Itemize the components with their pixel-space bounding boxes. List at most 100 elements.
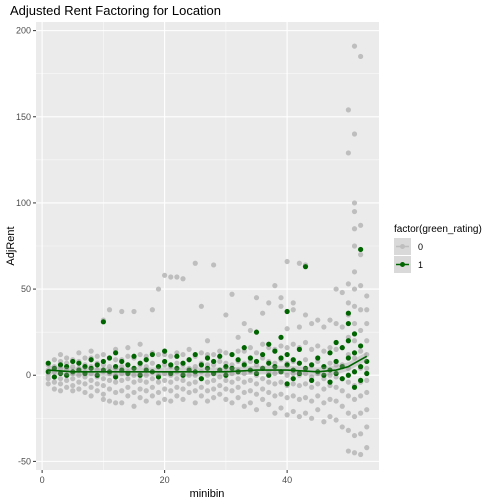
data-point-series-0 bbox=[358, 348, 364, 354]
data-point-series-0 bbox=[327, 413, 333, 420]
data-point-series-0 bbox=[186, 389, 192, 396]
data-point-series-1 bbox=[119, 358, 125, 365]
data-point-series-0 bbox=[351, 450, 358, 456]
data-point-series-1 bbox=[174, 353, 180, 359]
data-point-series-0 bbox=[327, 360, 333, 366]
data-point-series-0 bbox=[143, 398, 149, 404]
data-point-series-0 bbox=[51, 386, 57, 392]
data-point-series-1 bbox=[235, 357, 241, 363]
data-point-series-1 bbox=[345, 320, 351, 327]
data-point-series-0 bbox=[235, 384, 241, 390]
data-point-series-0 bbox=[125, 345, 131, 351]
data-point-series-0 bbox=[229, 388, 235, 394]
data-point-series-0 bbox=[278, 379, 284, 385]
data-point-series-0 bbox=[333, 286, 339, 292]
data-point-series-1 bbox=[204, 355, 211, 361]
data-point-series-1 bbox=[229, 365, 235, 371]
data-point-series-0 bbox=[100, 382, 106, 389]
data-point-series-0 bbox=[327, 345, 333, 351]
data-point-series-0 bbox=[155, 389, 162, 396]
data-point-series-0 bbox=[223, 377, 229, 383]
y-tick-label: 100 bbox=[16, 198, 31, 208]
data-point-series-0 bbox=[260, 386, 266, 392]
data-point-series-0 bbox=[88, 384, 94, 390]
legend: factor(green_rating) 0 1 bbox=[394, 224, 482, 273]
data-point-series-0 bbox=[351, 43, 358, 49]
data-point-series-0 bbox=[192, 400, 198, 406]
data-point-series-1 bbox=[192, 351, 198, 358]
data-point-series-1 bbox=[266, 372, 272, 378]
data-point-series-0 bbox=[321, 419, 327, 425]
data-point-series-0 bbox=[119, 400, 125, 406]
data-point-series-0 bbox=[119, 308, 125, 315]
data-point-series-0 bbox=[186, 346, 192, 352]
data-point-series-0 bbox=[247, 377, 253, 383]
data-point-series-0 bbox=[100, 396, 106, 402]
data-point-series-0 bbox=[198, 393, 204, 399]
data-point-series-0 bbox=[321, 400, 327, 406]
data-point-series-0 bbox=[100, 376, 106, 382]
data-point-series-0 bbox=[253, 350, 260, 356]
data-point-series-1 bbox=[57, 362, 64, 368]
data-point-series-1 bbox=[155, 364, 162, 370]
data-point-series-0 bbox=[327, 317, 333, 323]
data-point-series-0 bbox=[358, 222, 364, 228]
data-point-series-0 bbox=[186, 372, 192, 378]
data-point-series-0 bbox=[217, 391, 223, 397]
data-point-series-1 bbox=[284, 351, 290, 358]
data-point-series-1 bbox=[345, 338, 351, 344]
data-point-series-0 bbox=[198, 303, 204, 309]
data-point-series-0 bbox=[64, 384, 70, 390]
data-point-series-1 bbox=[272, 364, 278, 370]
data-point-series-1 bbox=[333, 370, 339, 377]
smooth-line-series-1 bbox=[48, 355, 368, 373]
data-point-series-1 bbox=[155, 374, 162, 380]
data-point-series-0 bbox=[76, 379, 82, 385]
data-point-series-1 bbox=[345, 355, 351, 361]
data-point-series-0 bbox=[302, 381, 309, 387]
data-point-series-0 bbox=[364, 424, 370, 430]
data-point-series-1 bbox=[309, 362, 315, 368]
data-point-series-1 bbox=[94, 362, 100, 368]
data-point-series-0 bbox=[284, 412, 290, 418]
data-point-series-0 bbox=[198, 350, 204, 356]
x-axis-title: minibin bbox=[190, 488, 225, 500]
data-point-series-1 bbox=[358, 246, 364, 253]
data-point-series-0 bbox=[113, 389, 119, 396]
data-point-series-0 bbox=[266, 401, 272, 408]
data-point-series-0 bbox=[70, 364, 76, 370]
data-point-series-0 bbox=[345, 300, 351, 306]
data-point-series-1 bbox=[100, 358, 106, 365]
data-point-series-0 bbox=[290, 307, 296, 313]
data-point-series-0 bbox=[284, 395, 290, 401]
data-point-series-1 bbox=[223, 372, 229, 378]
data-point-series-0 bbox=[327, 396, 333, 402]
data-point-series-1 bbox=[180, 372, 186, 378]
data-point-series-0 bbox=[180, 386, 186, 392]
data-point-series-0 bbox=[235, 334, 241, 340]
data-point-series-0 bbox=[100, 351, 106, 358]
x-tick-label: 20 bbox=[160, 475, 170, 485]
data-point-series-0 bbox=[64, 377, 70, 383]
data-point-series-1 bbox=[113, 374, 119, 380]
data-point-series-0 bbox=[143, 388, 149, 394]
data-point-series-0 bbox=[180, 351, 186, 358]
data-point-series-0 bbox=[88, 377, 94, 383]
data-point-series-0 bbox=[119, 388, 125, 394]
data-point-series-1 bbox=[51, 374, 57, 380]
data-point-series-0 bbox=[315, 317, 321, 323]
data-point-series-0 bbox=[351, 208, 358, 215]
data-point-series-0 bbox=[217, 382, 223, 389]
data-point-series-1 bbox=[64, 364, 70, 370]
data-point-series-0 bbox=[364, 445, 370, 451]
data-point-series-1 bbox=[223, 364, 229, 370]
data-point-series-1 bbox=[327, 350, 333, 356]
data-point-series-1 bbox=[351, 369, 358, 375]
data-point-series-0 bbox=[333, 320, 339, 327]
data-point-series-1 bbox=[266, 341, 272, 347]
data-point-series-0 bbox=[149, 360, 155, 366]
data-point-series-0 bbox=[229, 291, 235, 297]
legend-label-1: 1 bbox=[418, 260, 423, 270]
data-point-series-0 bbox=[345, 379, 351, 385]
